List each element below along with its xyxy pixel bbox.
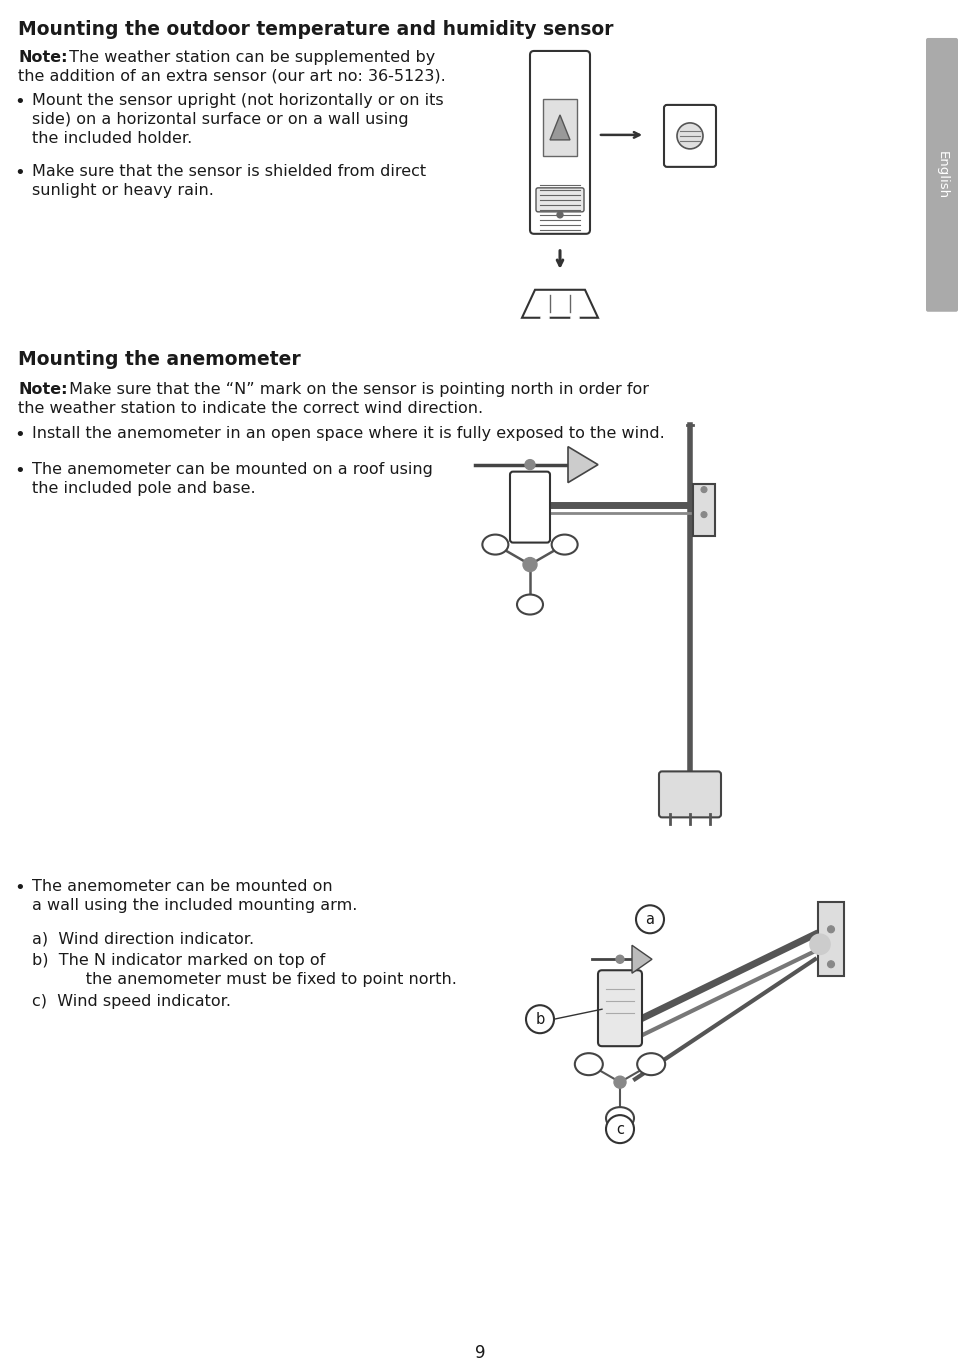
Ellipse shape — [606, 1107, 634, 1129]
Text: The anemometer can be mounted on a roof using: The anemometer can be mounted on a roof … — [32, 462, 433, 477]
FancyBboxPatch shape — [510, 472, 550, 543]
Polygon shape — [568, 447, 598, 483]
Circle shape — [616, 956, 624, 964]
Text: English: English — [935, 150, 948, 200]
FancyBboxPatch shape — [543, 98, 577, 156]
FancyBboxPatch shape — [536, 187, 584, 212]
FancyBboxPatch shape — [659, 771, 721, 817]
Circle shape — [636, 905, 664, 934]
Text: •: • — [14, 164, 25, 182]
Text: •: • — [14, 93, 25, 111]
Ellipse shape — [552, 534, 578, 555]
Text: Mounting the anemometer: Mounting the anemometer — [18, 350, 300, 369]
Text: Make sure that the “N” mark on the sensor is pointing north in order for: Make sure that the “N” mark on the senso… — [64, 381, 649, 396]
Text: c: c — [616, 1122, 624, 1136]
Text: the anemometer must be fixed to point north.: the anemometer must be fixed to point no… — [55, 972, 457, 987]
Circle shape — [523, 558, 537, 571]
Circle shape — [701, 511, 707, 518]
FancyBboxPatch shape — [530, 51, 590, 234]
FancyBboxPatch shape — [598, 971, 642, 1046]
Circle shape — [828, 961, 834, 968]
Circle shape — [813, 935, 827, 949]
Text: •: • — [14, 462, 25, 480]
Text: c)  Wind speed indicator.: c) Wind speed indicator. — [32, 994, 231, 1009]
Circle shape — [810, 934, 830, 954]
Text: the included holder.: the included holder. — [32, 131, 192, 146]
Circle shape — [526, 1005, 554, 1033]
Circle shape — [541, 314, 549, 321]
Text: the addition of an extra sensor (our art no: 36-5123).: the addition of an extra sensor (our art… — [18, 68, 445, 83]
Circle shape — [606, 1115, 634, 1143]
FancyBboxPatch shape — [926, 38, 958, 312]
Polygon shape — [550, 115, 570, 139]
Text: Make sure that the sensor is shielded from direct: Make sure that the sensor is shielded fr… — [32, 164, 426, 179]
Circle shape — [828, 925, 834, 932]
Polygon shape — [522, 290, 598, 317]
Polygon shape — [632, 945, 652, 973]
Circle shape — [701, 487, 707, 492]
Text: side) on a horizontal surface or on a wall using: side) on a horizontal surface or on a wa… — [32, 112, 409, 127]
Text: Mount the sensor upright (not horizontally or on its: Mount the sensor upright (not horizontal… — [32, 93, 444, 108]
Text: the weather station to indicate the correct wind direction.: the weather station to indicate the corr… — [18, 401, 483, 416]
Ellipse shape — [575, 1053, 603, 1076]
Circle shape — [571, 314, 579, 321]
Text: a)  Wind direction indicator.: a) Wind direction indicator. — [32, 931, 254, 946]
Text: The anemometer can be mounted on: The anemometer can be mounted on — [32, 879, 332, 894]
Text: sunlight or heavy rain.: sunlight or heavy rain. — [32, 183, 214, 198]
FancyBboxPatch shape — [664, 105, 716, 167]
Circle shape — [557, 212, 563, 217]
Text: Note:: Note: — [18, 51, 67, 66]
Text: a: a — [645, 912, 655, 927]
Ellipse shape — [482, 534, 509, 555]
Text: Mounting the outdoor temperature and humidity sensor: Mounting the outdoor temperature and hum… — [18, 21, 613, 40]
Text: Install the anemometer in an open space where it is fully exposed to the wind.: Install the anemometer in an open space … — [32, 425, 664, 440]
Text: the included pole and base.: the included pole and base. — [32, 481, 255, 496]
Circle shape — [614, 1076, 626, 1088]
FancyBboxPatch shape — [818, 902, 844, 976]
Text: 9: 9 — [475, 1344, 485, 1362]
Text: •: • — [14, 425, 25, 444]
Text: b)  The N indicator marked on top of: b) The N indicator marked on top of — [32, 953, 325, 968]
Circle shape — [677, 123, 703, 149]
Text: Note:: Note: — [18, 381, 67, 396]
Text: a wall using the included mounting arm.: a wall using the included mounting arm. — [32, 898, 357, 913]
Ellipse shape — [637, 1053, 665, 1076]
FancyBboxPatch shape — [693, 484, 715, 536]
Text: •: • — [14, 879, 25, 897]
Circle shape — [525, 459, 535, 470]
Ellipse shape — [517, 595, 543, 615]
Text: b: b — [536, 1012, 544, 1027]
Text: The weather station can be supplemented by: The weather station can be supplemented … — [64, 51, 435, 66]
